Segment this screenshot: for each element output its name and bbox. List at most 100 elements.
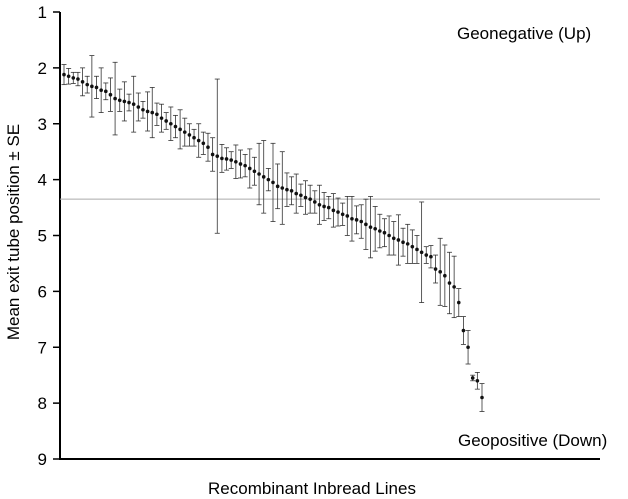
data-point (85, 82, 90, 87)
data-point (71, 76, 76, 80)
data-point (429, 254, 433, 259)
data-point (234, 159, 238, 164)
data-point (201, 141, 206, 146)
data-point (252, 169, 257, 174)
data-point (350, 216, 354, 221)
data-point (340, 212, 345, 217)
data-point (294, 191, 299, 196)
data-point (90, 84, 94, 89)
data-point (326, 205, 331, 210)
data-point (470, 376, 475, 380)
data-point (94, 85, 99, 90)
data-point (155, 112, 159, 117)
y-tick-label-4: 4 (38, 171, 47, 190)
data-point (182, 130, 187, 134)
data-point (275, 184, 280, 189)
data-point (345, 214, 350, 218)
error-bars (61, 55, 485, 412)
data-point (150, 110, 155, 115)
annotation-geopositive: Geopositive (Down) (458, 431, 607, 450)
data-point (247, 166, 252, 171)
y-tick-label-9: 9 (38, 450, 47, 469)
data-point (99, 88, 103, 93)
data-point (238, 162, 243, 166)
data-point (410, 244, 415, 249)
data-point (224, 157, 229, 161)
data-point (466, 345, 470, 350)
data-point (382, 230, 387, 235)
data-point (215, 154, 220, 158)
data-point (159, 116, 164, 120)
data-point (220, 156, 224, 161)
data-point (303, 195, 308, 200)
data-point (387, 233, 391, 238)
data-point (461, 328, 466, 333)
data-point (196, 138, 201, 143)
data-point (108, 92, 113, 97)
data-point (438, 270, 443, 274)
data-point (206, 145, 210, 150)
data-point (391, 236, 396, 241)
data-point (122, 99, 127, 104)
data-point (127, 100, 131, 105)
data-point (145, 109, 150, 114)
data-point (480, 395, 484, 400)
data-point (104, 89, 108, 94)
data-point (192, 135, 196, 140)
x-axis-label: Recombinant Inbread Lines (208, 479, 416, 498)
data-point (266, 177, 271, 182)
y-tick-label-5: 5 (38, 227, 47, 246)
data-point (331, 208, 336, 213)
data-point (229, 158, 233, 162)
data-point (271, 180, 275, 185)
data-point (243, 163, 247, 168)
data-point (131, 102, 136, 106)
y-tick-label-1: 1 (38, 3, 47, 22)
data-point (169, 121, 173, 126)
data-points (62, 72, 484, 400)
data-point (289, 189, 294, 193)
data-point (66, 74, 71, 79)
data-point (308, 197, 312, 201)
data-point (80, 80, 85, 84)
data-point (475, 378, 480, 383)
data-point (313, 200, 317, 204)
data-point (336, 210, 340, 214)
data-point (76, 77, 80, 81)
data-point (401, 240, 405, 245)
y-tick-label-8: 8 (38, 394, 47, 413)
data-point (447, 281, 452, 285)
data-point (113, 96, 117, 101)
data-point (261, 175, 266, 179)
data-point (368, 225, 373, 229)
data-point (210, 152, 215, 157)
data-point (424, 253, 429, 257)
data-point (187, 133, 192, 137)
data-point (373, 226, 377, 231)
y-tick-label-7: 7 (38, 338, 47, 357)
y-ticks: 1 2 3 4 5 6 7 8 9 (38, 3, 60, 469)
data-point (117, 98, 122, 103)
data-point (178, 127, 182, 132)
data-point (136, 105, 141, 109)
data-point (317, 202, 322, 207)
data-point (364, 222, 368, 227)
data-point (62, 72, 66, 77)
annotation-geonegative: Geonegative (Up) (457, 24, 591, 43)
y-tick-label-2: 2 (38, 59, 47, 78)
data-point (415, 247, 419, 252)
data-point (396, 238, 401, 242)
data-point (322, 204, 326, 209)
data-point (456, 300, 461, 305)
y-axis: 1 2 3 4 5 6 7 8 9 (38, 3, 61, 469)
y-axis-label: Mean exit tube position ± SE (4, 124, 23, 340)
data-point (164, 119, 168, 123)
data-point (280, 186, 285, 190)
data-point (405, 242, 410, 246)
data-point (285, 187, 289, 192)
data-point (419, 250, 424, 255)
y-tick-label-3: 3 (38, 115, 47, 134)
data-point (378, 229, 382, 233)
data-point (452, 285, 456, 289)
